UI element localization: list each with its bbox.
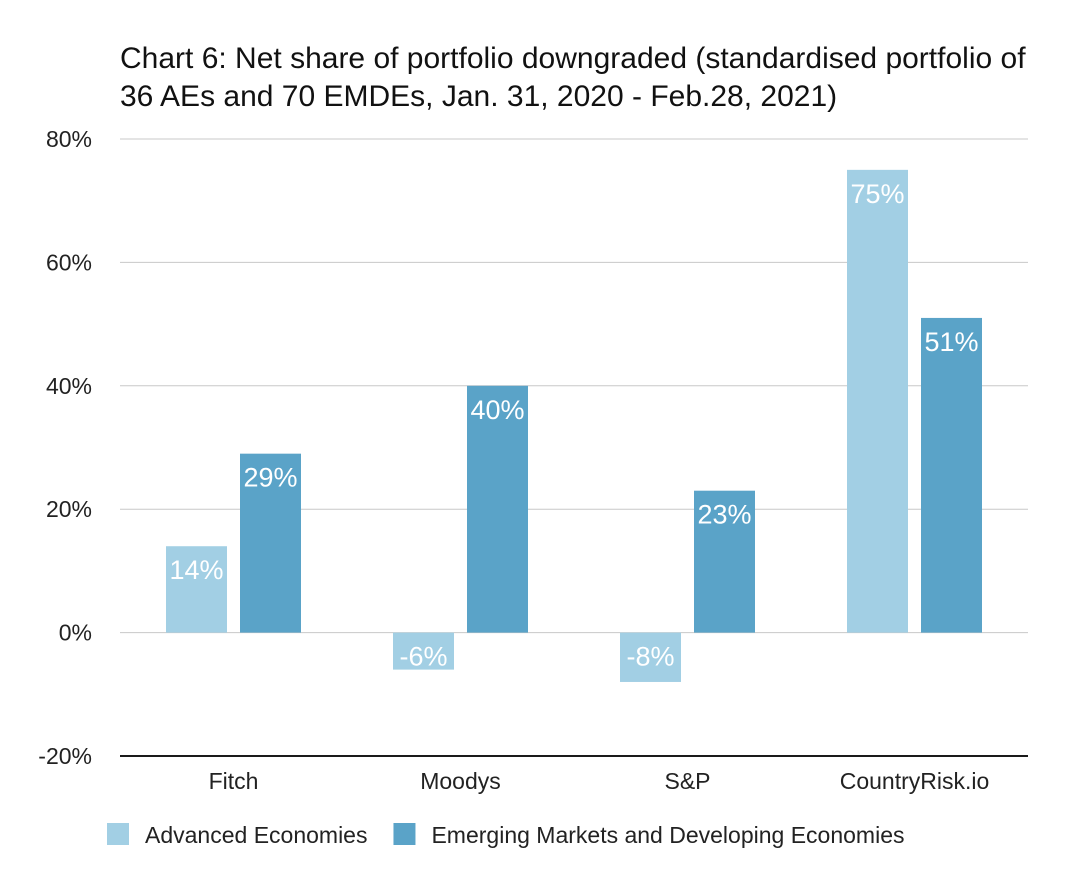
legend-label: Emerging Markets and Developing Economie…: [431, 822, 904, 848]
legend: Advanced Economies Emerging Markets and D…: [107, 822, 905, 848]
data-label: 40%: [470, 395, 524, 425]
y-tick-label: 40%: [46, 373, 92, 399]
data-label: 29%: [243, 463, 297, 493]
x-category-label: S&P: [664, 768, 710, 794]
data-label: -6%: [399, 642, 447, 672]
y-axis-ticks: 80% 60% 40% 20% 0% -20%: [38, 126, 92, 769]
y-tick-label: 60%: [46, 249, 92, 275]
bar: [166, 546, 227, 633]
bar: [694, 490, 755, 633]
bar: [921, 317, 982, 633]
bar: [847, 169, 908, 633]
data-label: -8%: [626, 642, 674, 672]
x-category-label: Fitch: [209, 768, 259, 794]
data-label: 75%: [850, 179, 904, 209]
bars: 14% 29% -6% 40% -8% 23% 75% 51%: [166, 169, 982, 682]
data-label: 23%: [697, 500, 751, 530]
y-tick-label: -20%: [38, 743, 92, 769]
y-tick-label: 0%: [59, 620, 92, 646]
legend-label: Advanced Economies: [145, 822, 367, 848]
x-axis-categories: Fitch Moodys S&P CountryRisk.io: [209, 768, 990, 794]
legend-swatch: [393, 823, 416, 845]
x-category-label: Moodys: [420, 768, 501, 794]
bar: [393, 632, 454, 670]
x-category-label: CountryRisk.io: [840, 768, 990, 794]
bar: [467, 385, 528, 633]
legend-swatch: [107, 823, 129, 845]
y-tick-label: 20%: [46, 496, 92, 522]
data-label: 14%: [169, 555, 223, 585]
bar: [240, 453, 301, 633]
y-tick-label: 80%: [46, 126, 92, 152]
bar: [620, 632, 681, 682]
data-label: 51%: [924, 327, 978, 357]
chart-title: Chart 6: Net share of portfolio downgrad…: [120, 42, 1026, 113]
